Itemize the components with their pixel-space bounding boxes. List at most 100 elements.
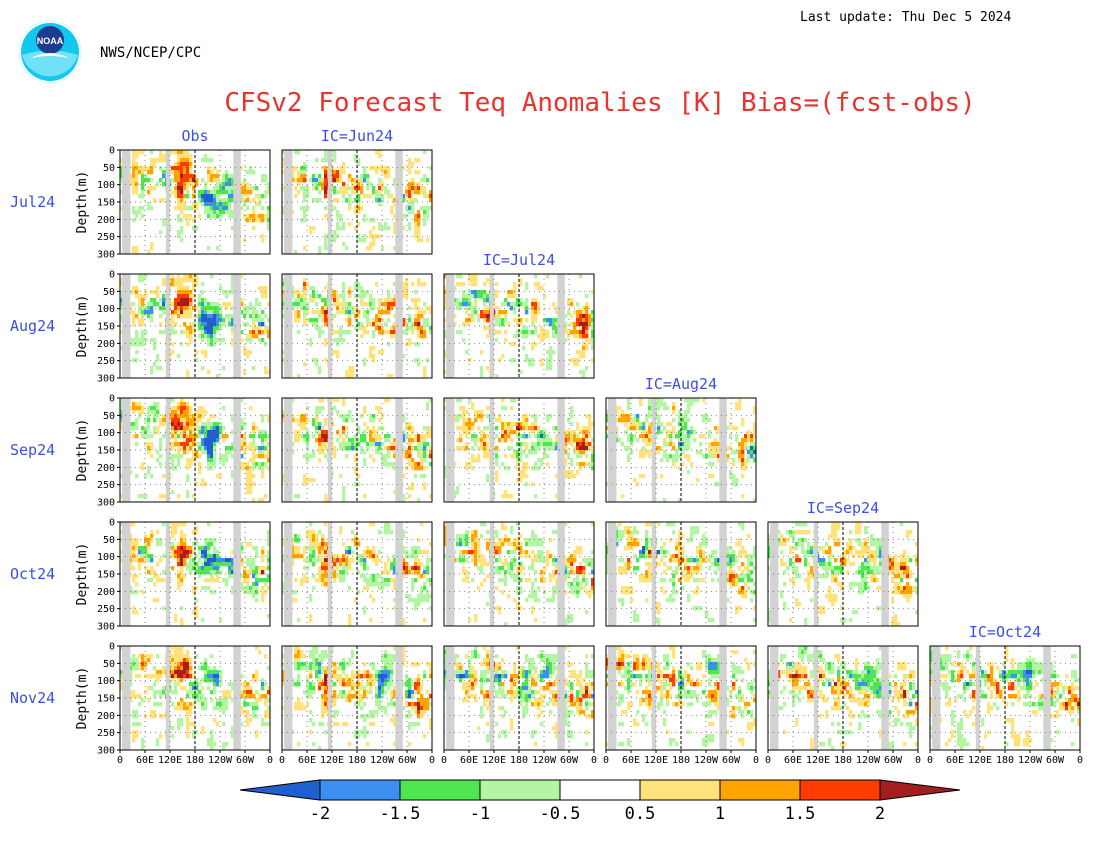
heatmap-cell bbox=[195, 282, 199, 287]
heatmap-cell bbox=[555, 426, 559, 431]
heatmap-cell bbox=[339, 174, 343, 179]
heatmap-cell bbox=[135, 294, 139, 299]
heatmap-cell bbox=[321, 406, 325, 411]
heatmap-cell bbox=[255, 326, 259, 331]
heatmap-cell bbox=[684, 414, 688, 419]
heatmap-cell bbox=[381, 578, 385, 583]
heatmap-cell bbox=[657, 402, 661, 407]
heatmap-cell bbox=[177, 546, 181, 551]
heatmap-cell bbox=[150, 298, 154, 303]
heatmap-cell bbox=[507, 466, 511, 471]
heatmap-cell bbox=[426, 590, 430, 595]
heatmap-cell bbox=[207, 578, 211, 583]
heatmap-cell bbox=[381, 586, 385, 591]
heatmap-cell bbox=[174, 298, 178, 303]
heatmap-cell bbox=[171, 330, 175, 335]
heatmap-cell bbox=[132, 286, 136, 291]
heatmap-cell bbox=[378, 450, 382, 455]
heatmap-cell bbox=[531, 306, 535, 311]
heatmap-cell bbox=[216, 174, 220, 179]
heatmap-cell bbox=[378, 322, 382, 327]
land-mask bbox=[719, 398, 727, 502]
heatmap-cell bbox=[348, 318, 352, 323]
heatmap-cell bbox=[231, 550, 235, 555]
heatmap-cell bbox=[711, 450, 715, 455]
heatmap-cell bbox=[159, 230, 163, 235]
heatmap-cell bbox=[195, 530, 199, 535]
heatmap-cell bbox=[645, 418, 649, 423]
heatmap-cell bbox=[174, 466, 178, 471]
heatmap-cell bbox=[204, 578, 208, 583]
heatmap-cell bbox=[231, 570, 235, 575]
heatmap-cell bbox=[258, 326, 262, 331]
heatmap-cell bbox=[213, 462, 217, 467]
heatmap-cell bbox=[477, 566, 481, 571]
heatmap-cell bbox=[213, 426, 217, 431]
heatmap-cell bbox=[459, 534, 463, 539]
heatmap-cell bbox=[156, 578, 160, 583]
heatmap-cell bbox=[513, 290, 517, 295]
heatmap-cell bbox=[138, 322, 142, 327]
heatmap-cell bbox=[687, 430, 691, 435]
heatmap-cell bbox=[282, 558, 286, 563]
heatmap-cell bbox=[207, 302, 211, 307]
heatmap-cell bbox=[306, 578, 310, 583]
heatmap-cell bbox=[183, 310, 187, 315]
heatmap-cell bbox=[132, 574, 136, 579]
heatmap-cell bbox=[414, 578, 418, 583]
heatmap-cell bbox=[426, 434, 430, 439]
heatmap-cell bbox=[246, 470, 250, 475]
heatmap-cell bbox=[519, 534, 523, 539]
heatmap-cell bbox=[180, 570, 184, 575]
heatmap-cell bbox=[210, 414, 214, 419]
heatmap-cell bbox=[456, 438, 460, 443]
heatmap-cell bbox=[267, 318, 271, 323]
heatmap-cell bbox=[336, 298, 340, 303]
heatmap-cell bbox=[246, 198, 250, 203]
heatmap-cell bbox=[255, 446, 259, 451]
heatmap-cell bbox=[315, 362, 319, 367]
heatmap-cell bbox=[486, 446, 490, 451]
heatmap-cell bbox=[207, 338, 211, 343]
heatmap-cell bbox=[174, 422, 178, 427]
heatmap-cell bbox=[258, 446, 262, 451]
heatmap-cell bbox=[417, 602, 421, 607]
heatmap-cell bbox=[486, 314, 490, 319]
heatmap-cell bbox=[201, 546, 205, 551]
heatmap-cell bbox=[312, 418, 316, 423]
heatmap-cell bbox=[420, 282, 424, 287]
heatmap-cell bbox=[684, 418, 688, 423]
heatmap-cell bbox=[267, 222, 271, 227]
heatmap-cell bbox=[384, 186, 388, 191]
heatmap-cell bbox=[141, 406, 145, 411]
heatmap-cell bbox=[591, 438, 595, 443]
heatmap-cell bbox=[354, 482, 358, 487]
heatmap-cell bbox=[183, 274, 187, 279]
heatmap-cell bbox=[378, 186, 382, 191]
heatmap-cell bbox=[510, 422, 514, 427]
heatmap-cell bbox=[411, 486, 415, 491]
heatmap-cell bbox=[570, 438, 574, 443]
heatmap-cell bbox=[240, 438, 244, 443]
heatmap-cell bbox=[129, 546, 133, 551]
heatmap-cell bbox=[300, 426, 304, 431]
heatmap-cell bbox=[645, 430, 649, 435]
heatmap-cell bbox=[135, 406, 139, 411]
heatmap-cell bbox=[255, 302, 259, 307]
heatmap-cell bbox=[267, 538, 271, 543]
heatmap-cell bbox=[216, 186, 220, 191]
heatmap-cell bbox=[174, 522, 178, 527]
heatmap-cell bbox=[579, 438, 583, 443]
heatmap-cell bbox=[213, 206, 217, 211]
heatmap-cell bbox=[195, 482, 199, 487]
heatmap-cell bbox=[525, 422, 529, 427]
heatmap-cell bbox=[525, 550, 529, 555]
heatmap-cell bbox=[318, 434, 322, 439]
heatmap-cell bbox=[261, 214, 265, 219]
heatmap-cell bbox=[504, 466, 508, 471]
heatmap-cell bbox=[132, 342, 136, 347]
heatmap-cell bbox=[141, 590, 145, 595]
heatmap-cell bbox=[429, 426, 433, 431]
heatmap-cell bbox=[531, 582, 535, 587]
heatmap-cell bbox=[582, 318, 586, 323]
